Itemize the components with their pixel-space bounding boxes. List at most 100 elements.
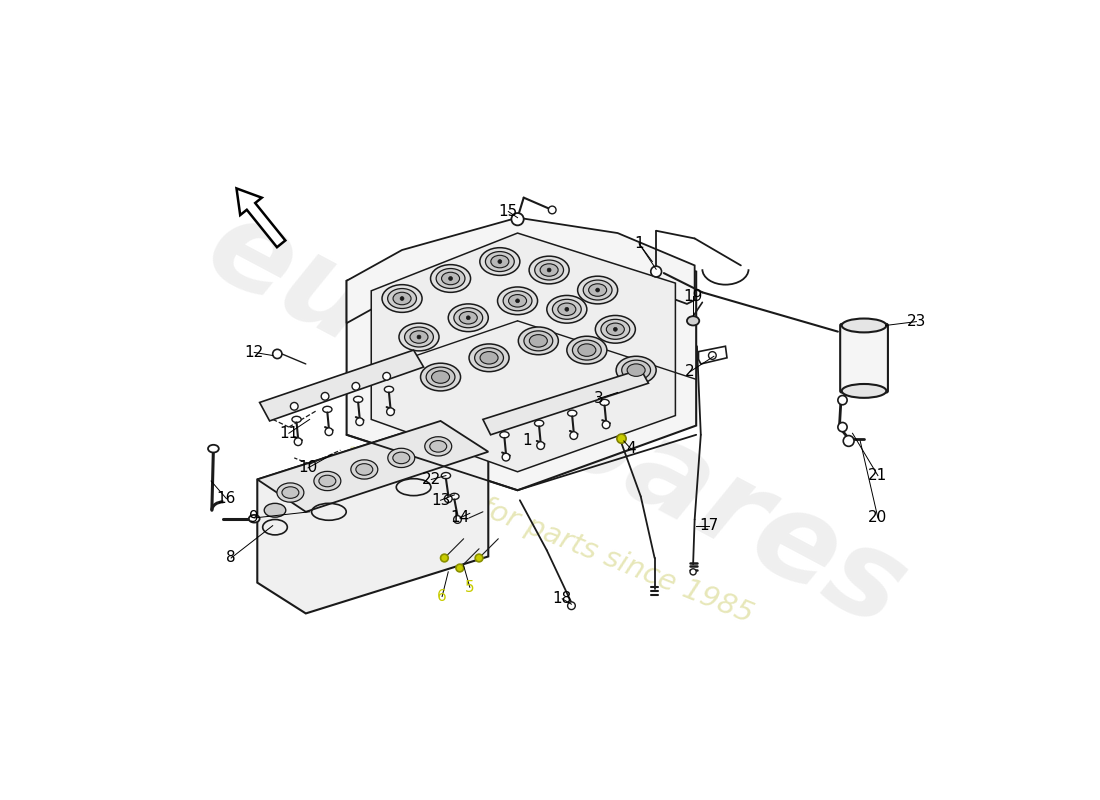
Ellipse shape bbox=[547, 295, 586, 323]
Polygon shape bbox=[372, 233, 675, 472]
Polygon shape bbox=[257, 421, 488, 512]
Circle shape bbox=[498, 260, 502, 263]
Ellipse shape bbox=[282, 486, 299, 498]
Ellipse shape bbox=[621, 360, 650, 380]
Ellipse shape bbox=[430, 441, 447, 452]
Text: 8: 8 bbox=[227, 550, 235, 566]
Ellipse shape bbox=[460, 311, 477, 324]
Text: 1: 1 bbox=[635, 236, 643, 251]
Circle shape bbox=[570, 432, 578, 439]
Ellipse shape bbox=[426, 367, 455, 387]
Circle shape bbox=[383, 373, 390, 380]
Circle shape bbox=[444, 495, 452, 502]
Circle shape bbox=[455, 564, 464, 572]
Ellipse shape bbox=[393, 292, 411, 305]
Circle shape bbox=[352, 382, 360, 390]
Circle shape bbox=[565, 307, 569, 311]
Text: a passion for parts since 1985: a passion for parts since 1985 bbox=[339, 438, 758, 629]
Ellipse shape bbox=[508, 294, 527, 307]
Circle shape bbox=[568, 602, 575, 610]
Ellipse shape bbox=[601, 319, 630, 339]
Text: 1: 1 bbox=[522, 433, 531, 448]
Circle shape bbox=[516, 299, 519, 302]
Circle shape bbox=[844, 435, 854, 446]
Text: 10: 10 bbox=[298, 461, 318, 475]
Ellipse shape bbox=[518, 327, 559, 354]
Ellipse shape bbox=[566, 336, 607, 364]
Text: 20: 20 bbox=[868, 510, 888, 526]
Polygon shape bbox=[483, 370, 649, 435]
Ellipse shape bbox=[382, 285, 422, 312]
Ellipse shape bbox=[524, 331, 553, 351]
Circle shape bbox=[548, 206, 557, 214]
Ellipse shape bbox=[842, 384, 887, 398]
Circle shape bbox=[708, 352, 716, 359]
Ellipse shape bbox=[384, 386, 394, 393]
Ellipse shape bbox=[393, 452, 410, 464]
Ellipse shape bbox=[540, 264, 558, 276]
Polygon shape bbox=[346, 218, 696, 490]
Ellipse shape bbox=[503, 291, 532, 310]
Circle shape bbox=[603, 421, 609, 429]
Circle shape bbox=[295, 438, 301, 446]
Circle shape bbox=[321, 393, 329, 400]
Ellipse shape bbox=[529, 334, 548, 347]
Ellipse shape bbox=[480, 351, 498, 364]
Text: 15: 15 bbox=[498, 204, 518, 219]
Ellipse shape bbox=[572, 340, 602, 360]
Ellipse shape bbox=[616, 356, 656, 384]
Ellipse shape bbox=[351, 460, 377, 479]
Ellipse shape bbox=[264, 503, 286, 517]
Circle shape bbox=[838, 395, 847, 405]
Ellipse shape bbox=[292, 416, 301, 422]
Polygon shape bbox=[260, 350, 424, 421]
Text: 12: 12 bbox=[244, 345, 264, 360]
Ellipse shape bbox=[491, 255, 509, 268]
Text: 22: 22 bbox=[421, 472, 441, 487]
Circle shape bbox=[512, 213, 524, 226]
Ellipse shape bbox=[595, 315, 636, 343]
Ellipse shape bbox=[578, 276, 618, 304]
Ellipse shape bbox=[627, 364, 645, 376]
Circle shape bbox=[475, 554, 483, 562]
Ellipse shape bbox=[387, 289, 417, 309]
Ellipse shape bbox=[322, 406, 332, 413]
Circle shape bbox=[449, 277, 452, 281]
Ellipse shape bbox=[842, 318, 887, 332]
Circle shape bbox=[453, 516, 461, 523]
Ellipse shape bbox=[454, 308, 483, 328]
Ellipse shape bbox=[314, 471, 341, 490]
Text: 6: 6 bbox=[437, 589, 447, 604]
Circle shape bbox=[400, 297, 404, 301]
Ellipse shape bbox=[277, 483, 304, 502]
Ellipse shape bbox=[355, 464, 373, 475]
Text: 14: 14 bbox=[450, 510, 470, 526]
Text: 4: 4 bbox=[626, 441, 636, 456]
Text: 3: 3 bbox=[594, 391, 603, 406]
Ellipse shape bbox=[319, 475, 336, 486]
Circle shape bbox=[690, 569, 696, 575]
Circle shape bbox=[290, 402, 298, 410]
Polygon shape bbox=[698, 346, 727, 364]
Ellipse shape bbox=[535, 420, 543, 426]
Polygon shape bbox=[257, 421, 488, 614]
Ellipse shape bbox=[420, 363, 461, 391]
Ellipse shape bbox=[529, 256, 569, 284]
Circle shape bbox=[617, 434, 626, 443]
Ellipse shape bbox=[410, 330, 428, 343]
Ellipse shape bbox=[249, 515, 260, 522]
Ellipse shape bbox=[208, 445, 219, 453]
FancyBboxPatch shape bbox=[840, 324, 888, 393]
Circle shape bbox=[326, 428, 332, 435]
FancyArrow shape bbox=[236, 188, 285, 247]
Ellipse shape bbox=[450, 494, 459, 499]
Circle shape bbox=[838, 422, 847, 432]
Circle shape bbox=[440, 554, 449, 562]
Ellipse shape bbox=[425, 437, 452, 456]
Ellipse shape bbox=[686, 316, 700, 326]
Ellipse shape bbox=[588, 284, 606, 296]
Text: 13: 13 bbox=[431, 493, 450, 508]
Circle shape bbox=[273, 350, 282, 358]
Ellipse shape bbox=[606, 323, 625, 335]
Text: 16: 16 bbox=[217, 491, 236, 506]
